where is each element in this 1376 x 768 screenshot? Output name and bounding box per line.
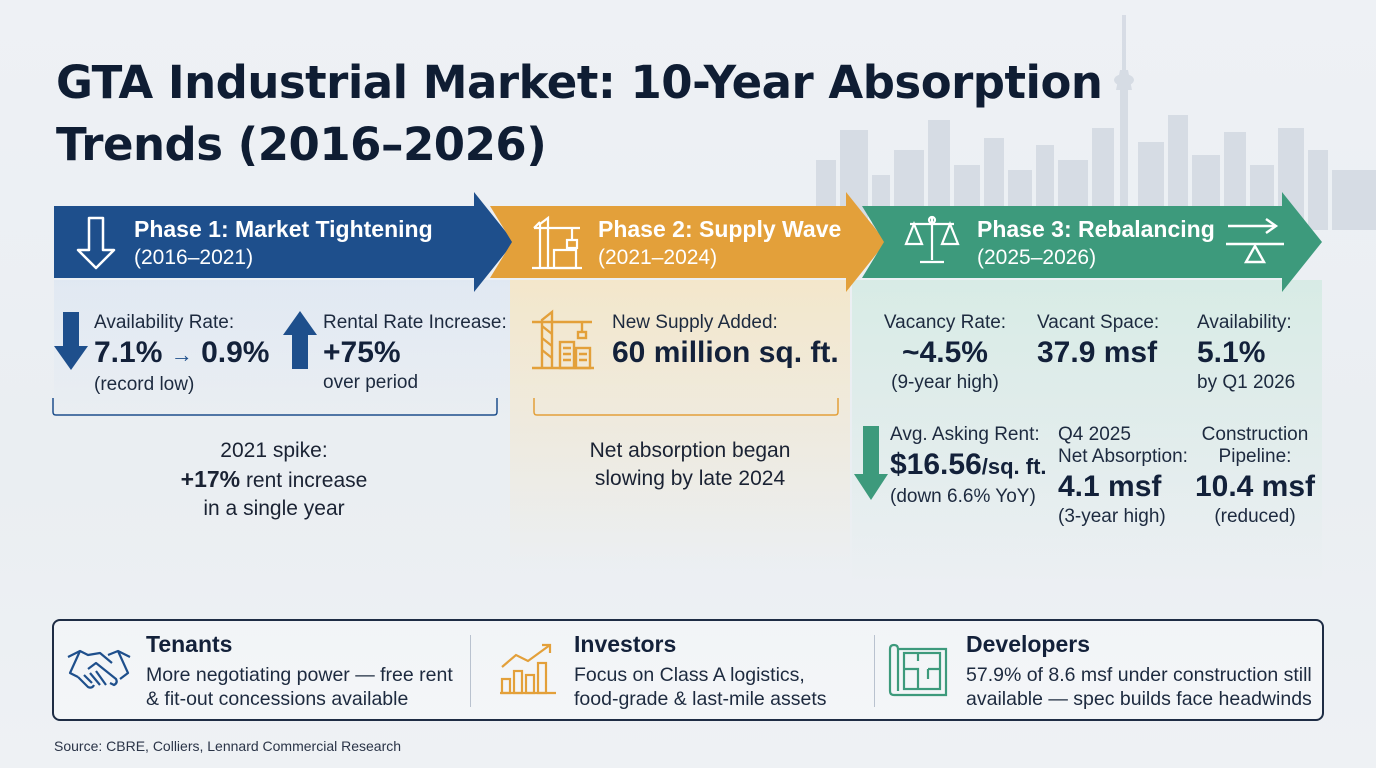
asking-rent-note: (down 6.6% YoY) [890, 486, 1036, 507]
phase2-period: (2021–2024) [598, 246, 718, 269]
phase2-title: Phase 2: Supply Wave [598, 216, 842, 242]
source-note: Source: CBRE, Colliers, Lennard Commerci… [54, 738, 402, 754]
availability-rate-stat: Availability Rate: 7.1% → 0.9% (record l… [94, 312, 269, 396]
phase1-glow [54, 280, 510, 430]
phase3-title: Phase 3: Rebalancing [977, 216, 1215, 242]
tenants-text: More negotiating power — free rent & fit… [146, 663, 453, 711]
availability-stat: Availability: 5.1% by Q1 2026 [1197, 312, 1295, 394]
net-absorption-label1: Q4 2025 [1058, 424, 1131, 445]
crane-icon [532, 215, 582, 270]
rental-rate-stat: Rental Rate Increase: +75% over period [323, 312, 507, 394]
net-absorption-label2: Net Absorption: [1058, 446, 1188, 467]
availability-rate-label: Availability Rate: [94, 312, 235, 333]
construction-crane-icon [532, 309, 594, 370]
construction-pipeline-note: (reduced) [1214, 506, 1296, 527]
phase3-period: (2025–2026) [977, 246, 1097, 269]
availability-label: Availability: [1197, 312, 1292, 333]
vacant-space-label: Vacant Space: [1037, 312, 1160, 333]
investors-heading: Investors [574, 631, 677, 657]
asking-rent-down-arrow-icon [854, 426, 888, 500]
net-absorption-stat: Q4 2025 Net Absorption: 4.1 msf (3-year … [1058, 424, 1188, 528]
blueprint-icon [888, 643, 948, 697]
investors-line1: Focus on Class A logistics, [574, 664, 805, 686]
asking-rent-value: $16.56/sq. ft. [890, 446, 1047, 486]
vacancy-rate-note: (9-year high) [891, 372, 999, 393]
tenants-line2: & fit-out concessions available [146, 688, 409, 710]
phase2-glow [510, 280, 850, 570]
phase2-banner: Phase 2: Supply Wave (2021–2024) [490, 192, 886, 292]
asking-rent-label: Avg. Asking Rent: [890, 424, 1040, 445]
vacant-space-stat: Vacant Space: 37.9 msf [1037, 312, 1159, 372]
developers-text: 57.9% of 8.6 msf under construction stil… [966, 663, 1312, 711]
availability-down-arrow-icon [54, 312, 88, 370]
construction-pipeline-label2: Pipeline: [1218, 446, 1292, 467]
vacancy-rate-label: Vacancy Rate: [883, 312, 1007, 333]
availability-value: 5.1% [1197, 336, 1266, 369]
callout-line2: +17% rent increase [134, 465, 414, 495]
phase2-bracket [533, 398, 839, 416]
down-arrow-icon [76, 216, 116, 270]
asking-rent-stat: Avg. Asking Rent: $16.56/sq. ft. (down 6… [890, 424, 1047, 508]
phase2-callout: Net absorption began slowing by late 202… [560, 437, 820, 493]
availability-note: (record low) [94, 374, 195, 395]
availability-q1-note: by Q1 2026 [1197, 372, 1296, 393]
stakeholder-panel: Tenants More negotiating power — free re… [52, 619, 1324, 721]
asking-rent-unit: /sq. ft. [981, 454, 1047, 479]
handshake-icon [67, 649, 131, 689]
phase3-banner: Phase 3: Rebalancing (2025–2026) [862, 192, 1322, 292]
growth-chart-icon [500, 643, 556, 695]
availability-from-value: 7.1% [94, 336, 163, 369]
new-supply-label: New Supply Added: [612, 312, 778, 333]
developers-line2: available — spec builds face headwinds [966, 688, 1312, 710]
panel-divider-2 [874, 635, 875, 707]
investors-line2: food-grade & last-mile assets [574, 688, 827, 710]
phase1-bracket [52, 398, 498, 416]
vacancy-rate-value: ~4.5% [902, 336, 988, 369]
construction-pipeline-label1: Construction [1201, 424, 1309, 445]
seesaw-icon [1226, 218, 1284, 264]
rental-up-arrow-icon [283, 311, 317, 369]
phase1-banner: Phase 1: Market Tightening (2016–2021) [54, 192, 514, 292]
rental-rate-value: +75% [323, 336, 401, 369]
phase3-glow [852, 280, 1322, 580]
callout-line1: 2021 spike: [220, 439, 328, 462]
vacant-space-value: 37.9 msf [1037, 336, 1158, 369]
vacancy-rate-stat: Vacancy Rate: ~4.5% (9-year high) [880, 312, 1010, 394]
phase1-callout: 2021 spike: +17% rent increase in a sing… [134, 437, 414, 523]
panel-divider-1 [470, 635, 471, 707]
tenants-line1: More negotiating power — free rent [146, 664, 453, 686]
asking-rent-amount: $16.56 [890, 448, 982, 481]
callout-line3: in a single year [203, 497, 345, 520]
callout-line2-rest: rent increase [240, 469, 368, 492]
net-absorption-note: (3-year high) [1058, 506, 1166, 527]
construction-pipeline-stat: Construction Pipeline: 10.4 msf (reduced… [1190, 424, 1320, 528]
developers-heading: Developers [966, 631, 1091, 657]
page-title: GTA Industrial Market: 10-Year Absorptio… [56, 56, 1103, 171]
phase1-period: (2016–2021) [134, 246, 254, 269]
net-absorption-value: 4.1 msf [1058, 470, 1162, 503]
new-supply-stat: New Supply Added: 60 million sq. ft. [612, 312, 839, 372]
tenants-heading: Tenants [146, 631, 233, 657]
phase1-title: Phase 1: Market Tightening [134, 216, 433, 242]
phase2-callout-line2: slowing by late 2024 [594, 467, 786, 490]
new-supply-value: 60 million sq. ft. [612, 336, 839, 369]
investors-text: Focus on Class A logistics, food-grade &… [574, 663, 827, 711]
developers-line1: 57.9% of 8.6 msf under construction stil… [966, 664, 1312, 686]
rental-rate-note: over period [323, 372, 419, 393]
availability-rate-values: 7.1% → 0.9% [94, 334, 269, 374]
rental-rate-label: Rental Rate Increase: [323, 312, 507, 333]
scales-icon [904, 215, 960, 264]
construction-pipeline-value: 10.4 msf [1194, 470, 1316, 503]
right-arrow-icon: → [170, 342, 193, 367]
availability-to-value: 0.9% [201, 336, 270, 369]
callout-highlight: +17% [180, 466, 241, 492]
phase2-callout-line1: Net absorption began [589, 439, 791, 462]
